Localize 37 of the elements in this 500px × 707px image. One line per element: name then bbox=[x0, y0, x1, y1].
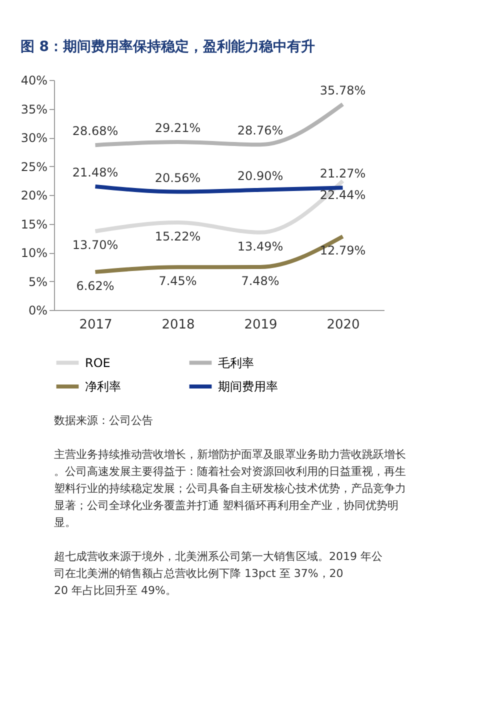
legend-label: 净利率 bbox=[85, 380, 121, 394]
y-tick-label: 35% bbox=[20, 102, 48, 116]
data-label: 15.22% bbox=[154, 229, 201, 244]
data-label: 6.62% bbox=[76, 278, 114, 293]
x-tick-label: 2019 bbox=[244, 318, 278, 332]
y-tick-label: 25% bbox=[20, 160, 48, 174]
y-tick-label: 15% bbox=[20, 217, 48, 232]
data-label: 7.45% bbox=[158, 274, 197, 288]
data-label: 35.78% bbox=[320, 83, 366, 98]
y-tick-label: 40% bbox=[20, 74, 48, 88]
y-tick-label: 5% bbox=[28, 274, 48, 289]
x-tick-label: 2017 bbox=[79, 318, 112, 332]
chart-title: 图 8：期间费用率保持稳定，盈利能力稳中有升 bbox=[20, 38, 315, 55]
legend-label: ROE bbox=[85, 356, 110, 370]
data-label: 20.56% bbox=[154, 170, 201, 185]
data-label: 28.68% bbox=[72, 124, 118, 138]
data-label: 20.90% bbox=[237, 168, 284, 183]
y-tick-label: 30% bbox=[20, 131, 48, 145]
data-label: 28.76% bbox=[237, 124, 284, 138]
data-label: 12.79% bbox=[320, 243, 366, 258]
data-label: 22.44% bbox=[320, 188, 366, 202]
x-tick-label: 2020 bbox=[326, 318, 360, 332]
data-label: 21.48% bbox=[72, 165, 118, 180]
text: 主营业务持续推动营收增长，新增防护面罩及眼罩业务助力营收跳跃增长。公司高速发展主要得益于：随着社会对资源回收利用的日益重视，再生塑料行业的持续稳定发展；公司具备自主研发核心技术优势，产品竞争力显著；公司全球化业务覆盖并打通 塑料循环再利用全产业，协同优势明显。 bbox=[54, 448, 406, 529]
data-label: 29.21% bbox=[154, 121, 201, 136]
legend-label: 期间费用率 bbox=[218, 380, 278, 394]
y-tick-label: 0% bbox=[28, 304, 48, 318]
text: 超七成营收来源于境外，北美洲系公司第一大销售区域。2019 年公司在北美洲的销售额占总营收比例下降 13pct 至 37%，2020 年占比回升至 49%。 bbox=[54, 550, 382, 597]
source-note: 数据来源：公司公告 bbox=[54, 414, 153, 427]
legend-label: 毛利率 bbox=[218, 356, 254, 370]
y-tick-label: 20% bbox=[20, 188, 48, 202]
data-label: 7.48% bbox=[241, 274, 280, 288]
data-label: 13.70% bbox=[72, 238, 118, 252]
data-label: 13.49% bbox=[237, 239, 284, 254]
y-tick-label: 10% bbox=[20, 246, 48, 260]
data-label: 21.27% bbox=[320, 166, 366, 181]
x-tick-label: 2018 bbox=[162, 318, 195, 332]
